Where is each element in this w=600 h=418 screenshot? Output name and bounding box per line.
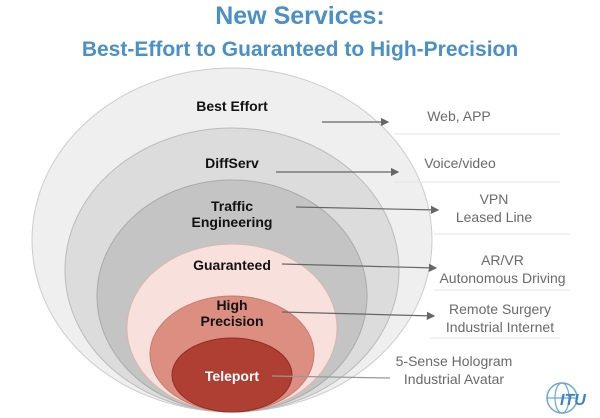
service-text: AR/VR bbox=[481, 252, 524, 268]
services-guaranteed: AR/VR Autonomous Driving bbox=[430, 251, 575, 287]
services-best-effort: Web, APP bbox=[394, 107, 524, 125]
page-subtitle: Best-Effort to Guaranteed to High-Precis… bbox=[81, 38, 519, 61]
service-text: Remote Surgery bbox=[449, 301, 551, 317]
service-text: VPN bbox=[479, 191, 509, 207]
arrow-guaranteed bbox=[281, 263, 438, 273]
page-title: New Services: bbox=[215, 2, 385, 30]
label-high-precision: High Precision bbox=[200, 297, 264, 329]
services-teleport: 5-Sense Hologram Industrial Avatar bbox=[384, 352, 524, 388]
service-text: 5-Sense Hologram bbox=[395, 353, 513, 369]
service-text: Leased Line bbox=[455, 209, 533, 225]
services-high-precision: Remote Surgery Industrial Internet bbox=[430, 300, 570, 336]
itu-logo-icon: ITU bbox=[546, 382, 586, 414]
label-traffic-engineering: Traffic Engineering bbox=[191, 198, 273, 230]
arrow-teleport bbox=[271, 375, 391, 379]
label-guaranteed: Guaranteed bbox=[193, 257, 271, 273]
service-text: Industrial Internet bbox=[445, 319, 555, 335]
service-text: Industrial Avatar bbox=[403, 371, 505, 387]
label-best-effort: Best Effort bbox=[196, 98, 268, 114]
circle-teleport bbox=[171, 337, 293, 413]
itu-logo-text: ITU bbox=[560, 392, 586, 409]
services-diffserv: Voice/video bbox=[400, 154, 520, 172]
service-text: Autonomous Driving bbox=[439, 270, 566, 286]
services-traffic-engineering: VPN Leased Line bbox=[434, 190, 554, 226]
label-teleport: Teleport bbox=[204, 368, 260, 384]
label-diffserv: DiffServ bbox=[205, 155, 259, 171]
service-text: Voice/video bbox=[424, 155, 496, 171]
arrow-traffic-engineering bbox=[295, 205, 440, 215]
arrow-high-precision bbox=[281, 311, 436, 321]
service-text: Web, APP bbox=[427, 108, 491, 124]
